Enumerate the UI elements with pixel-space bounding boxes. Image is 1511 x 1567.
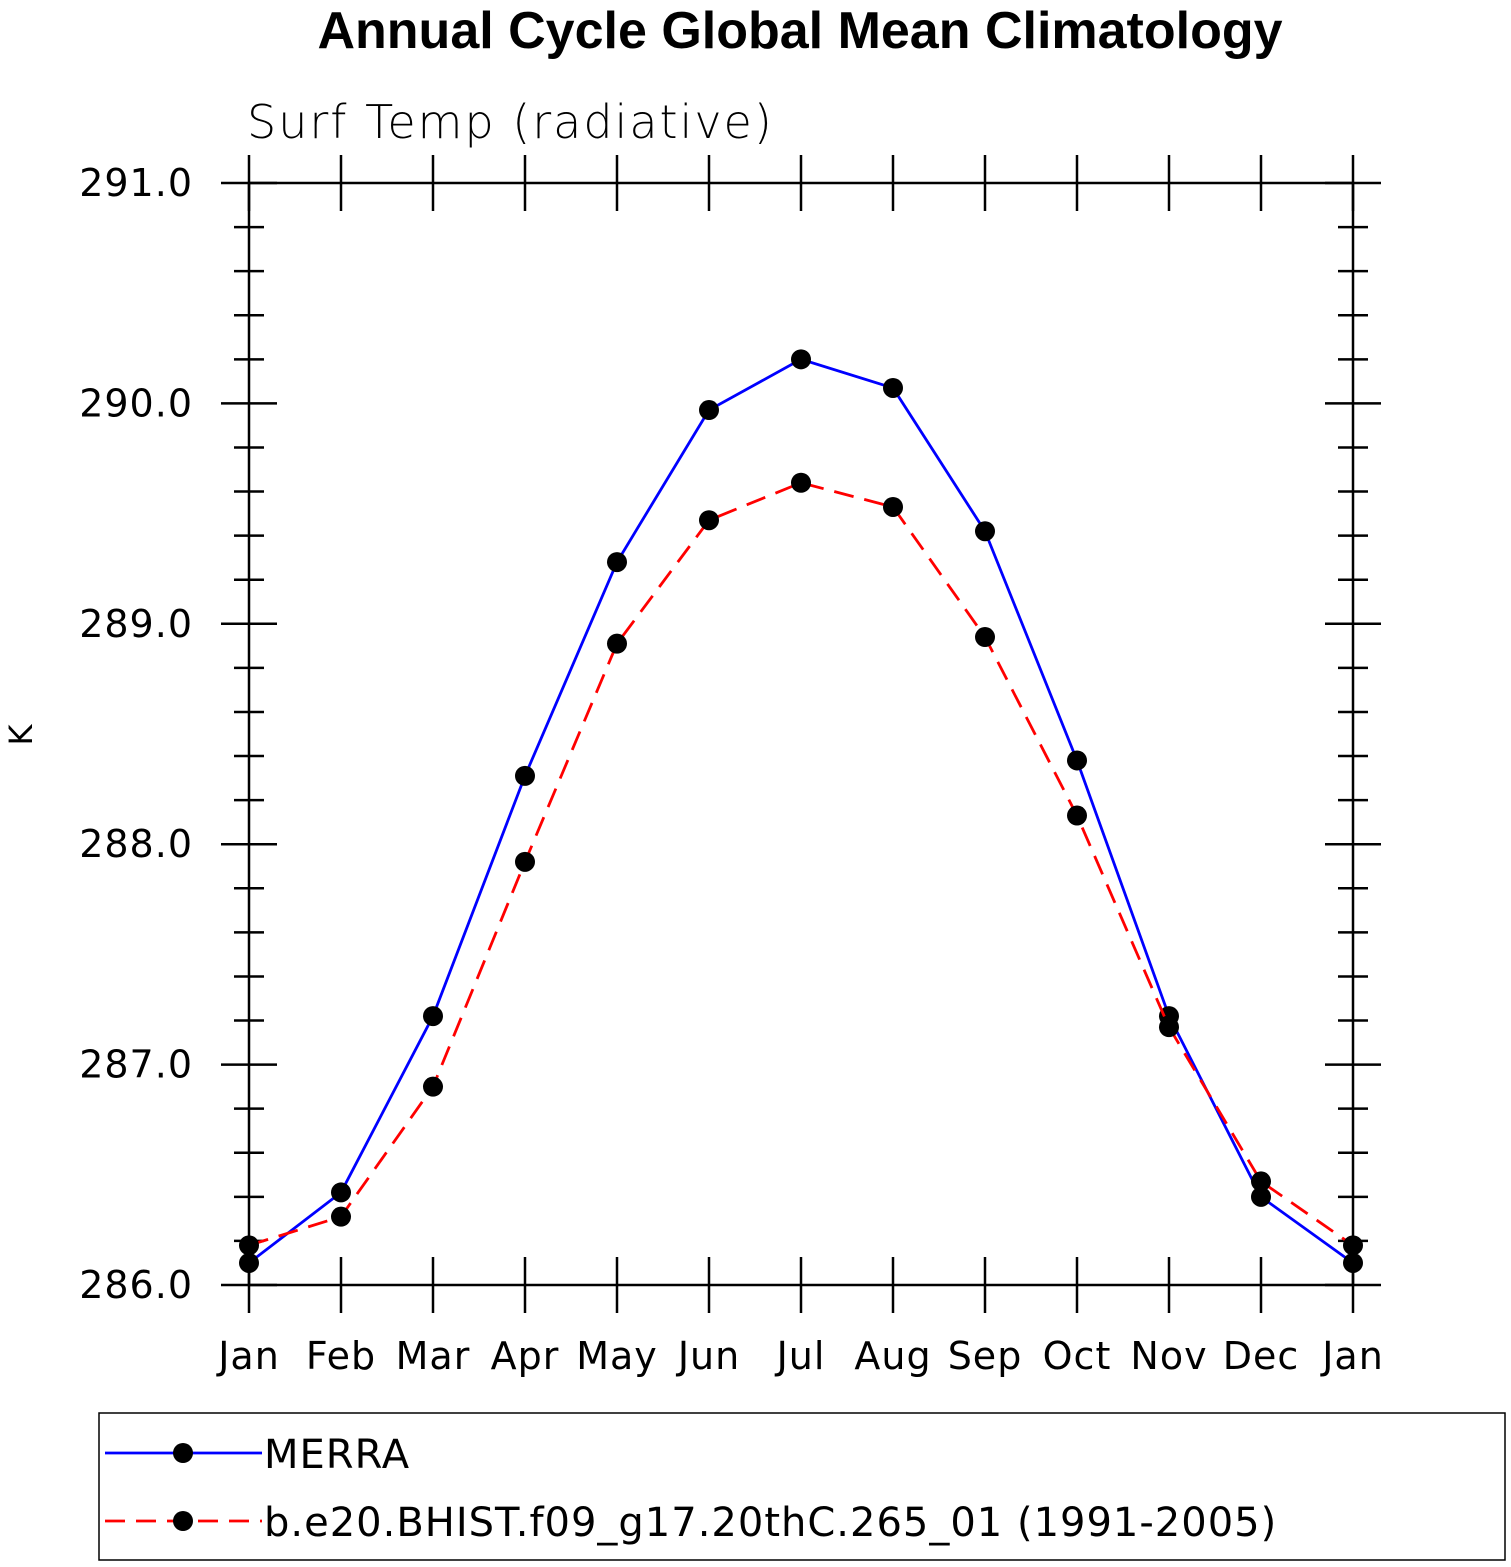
- plot-axes: [247, 181, 1355, 1287]
- legend-label: MERRA: [264, 1432, 410, 1478]
- data-point: [607, 552, 627, 573]
- x-tick-label: Jul: [775, 1334, 826, 1378]
- data-point: [1067, 805, 1087, 826]
- series-1: [239, 472, 1363, 1256]
- data-point: [331, 1182, 351, 1203]
- series-0: [239, 349, 1363, 1273]
- data-point: [1251, 1171, 1271, 1192]
- data-point: [331, 1206, 351, 1227]
- data-point: [975, 627, 995, 648]
- x-axis-ticks: Jan Feb Mar Apr May Jun Jul Aug Sep Oct Nov Dec Jan: [216, 155, 1384, 1378]
- series-layer: [239, 349, 1363, 1273]
- data-point: [423, 1076, 443, 1097]
- data-point: [239, 1235, 259, 1256]
- data-point: [239, 1252, 259, 1273]
- y-tick-label: 289.0: [79, 602, 193, 646]
- data-point: [883, 496, 903, 517]
- data-point: [791, 472, 811, 493]
- data-point: [791, 349, 811, 370]
- x-tick-label: May: [576, 1334, 658, 1378]
- x-tick-label: Feb: [306, 1334, 376, 1378]
- legend-marker: [173, 1443, 193, 1463]
- legend-label: b.e20.BHIST.f09_g17.20thC.265_01 (1991-2…: [264, 1500, 1277, 1546]
- data-point: [699, 510, 719, 531]
- data-point: [1343, 1252, 1363, 1273]
- x-tick-label: Dec: [1223, 1334, 1300, 1378]
- data-point: [975, 521, 995, 542]
- y-axis-label: K: [2, 723, 40, 745]
- x-tick-label: Jan: [216, 1334, 280, 1378]
- x-tick-label: Sep: [948, 1334, 1023, 1378]
- x-tick-label: Apr: [491, 1334, 560, 1378]
- data-point: [515, 765, 535, 786]
- data-point: [1159, 1017, 1179, 1038]
- legend-box: [98, 1412, 1506, 1561]
- y-tick-label: 290.0: [79, 381, 193, 425]
- y-tick-label: 287.0: [79, 1043, 193, 1087]
- data-point: [699, 400, 719, 421]
- data-point: [883, 377, 903, 398]
- x-tick-label: Oct: [1043, 1334, 1112, 1378]
- data-point: [423, 1006, 443, 1027]
- series-line: [248, 357, 1354, 1265]
- data-point: [515, 851, 535, 872]
- series-line: [248, 481, 1354, 1247]
- data-point: [1343, 1235, 1363, 1256]
- y-axis-ticks: 286.0 287.0 288.0 289.0 290.0 291.0: [79, 161, 1381, 1307]
- data-point: [607, 633, 627, 654]
- x-tick-label: Nov: [1130, 1334, 1207, 1378]
- data-point: [1067, 750, 1087, 771]
- y-tick-label: 286.0: [79, 1263, 193, 1307]
- x-tick-label: Jun: [676, 1334, 740, 1378]
- y-tick-label: 288.0: [79, 822, 193, 866]
- x-tick-label: Mar: [396, 1334, 471, 1378]
- plot-frame: [247, 181, 1355, 1287]
- y-tick-label: 291.0: [79, 161, 193, 205]
- legend-marker: [173, 1511, 193, 1531]
- legend: MERRA b.e20.BHIST.f09_g17.20thC.265_01 (1…: [98, 1412, 1506, 1561]
- chart-subtitle: Surf Temp (radiative): [247, 95, 774, 149]
- x-tick-label: Aug: [854, 1334, 931, 1378]
- x-tick-label: Jan: [1320, 1334, 1384, 1378]
- data-point: [1251, 1186, 1271, 1207]
- chart-title: Annual Cycle Global Mean Climatology: [317, 2, 1282, 60]
